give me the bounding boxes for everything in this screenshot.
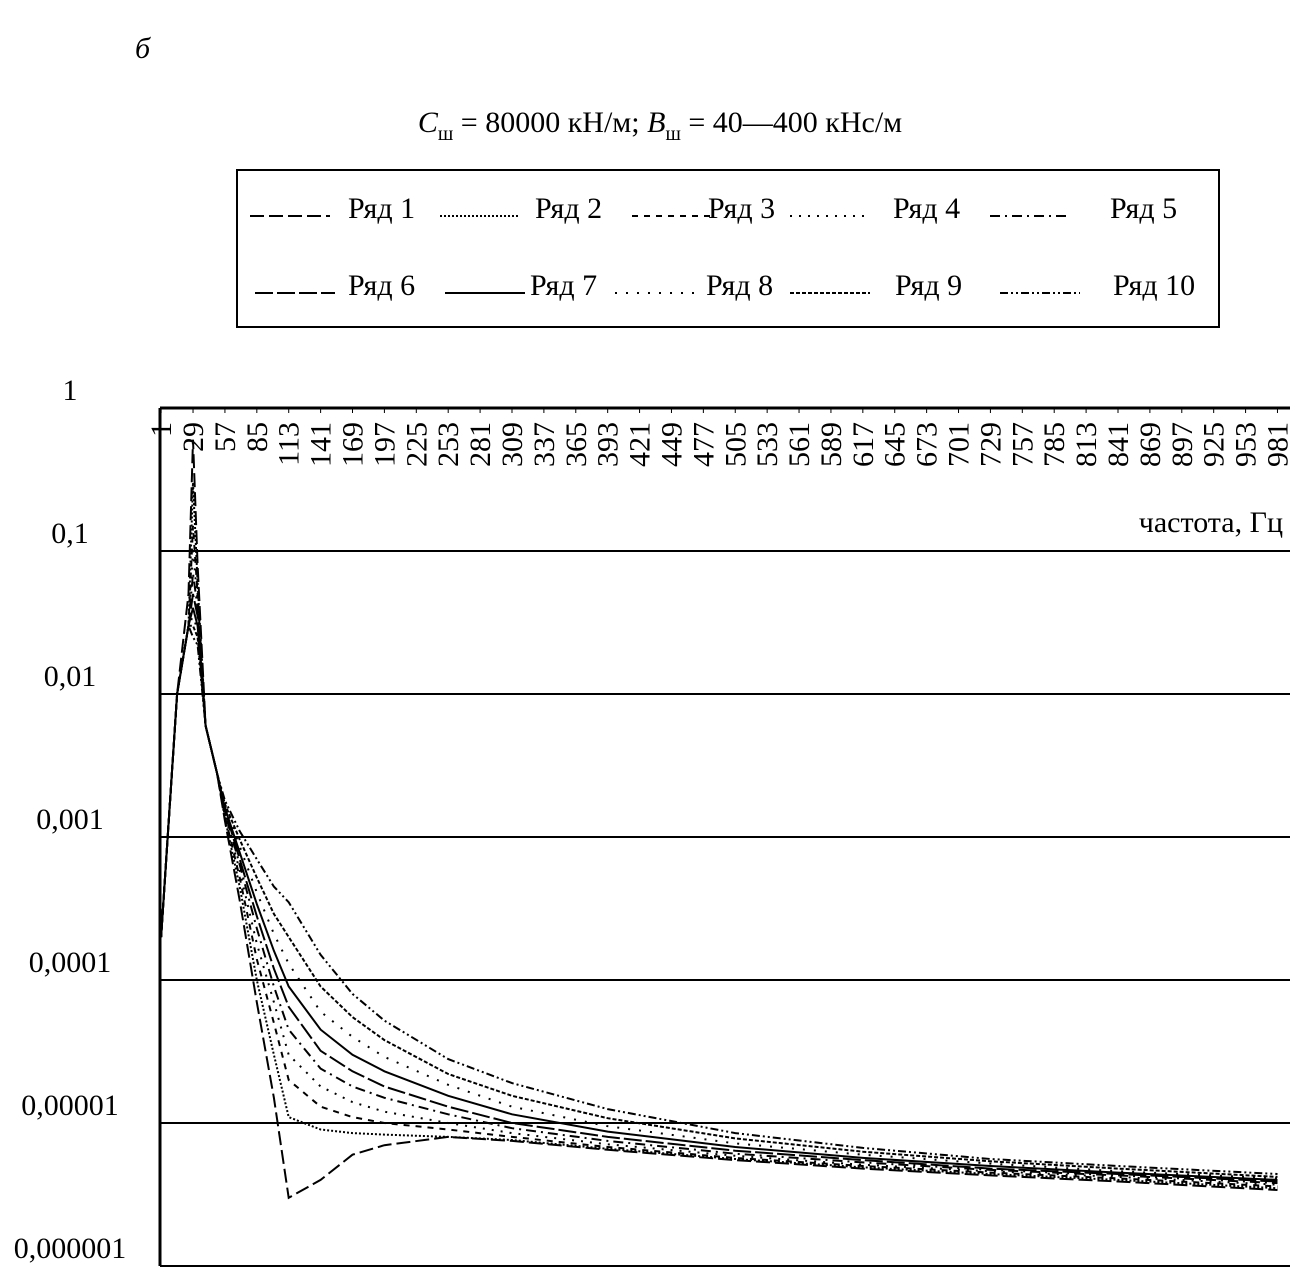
title-part: = 80000 кН/м; (453, 106, 647, 139)
x-tick-label: 309 (496, 422, 529, 467)
x-tick-label: 1 (145, 422, 178, 437)
x-tick-label: 785 (1038, 422, 1071, 467)
legend-label: Ряд 8 (706, 269, 773, 302)
series-line (160, 525, 1278, 1188)
series-line (160, 482, 1278, 1190)
x-tick-label: 757 (1006, 422, 1039, 467)
series-line (160, 607, 1278, 1181)
legend-label: Ряд 5 (1110, 192, 1177, 225)
x-tick-label: 505 (719, 422, 752, 467)
legend-box (236, 169, 1220, 328)
x-tick-label: 729 (974, 422, 1007, 467)
y-tick-label: 0,000001 (14, 1232, 127, 1265)
series-line (160, 573, 1278, 1185)
x-tick-label: 589 (815, 422, 848, 467)
x-tick-label: 197 (368, 422, 401, 467)
x-tick-label: 981 (1261, 422, 1294, 467)
x-tick-label: 169 (337, 422, 370, 467)
series-line (160, 593, 1278, 1183)
x-tick-label: 617 (847, 422, 880, 467)
legend-label: Ряд 1 (348, 192, 415, 225)
series-line (160, 439, 1278, 1200)
series-line (160, 550, 1278, 1186)
panel-label: б (135, 32, 151, 65)
x-tick-label: 701 (943, 422, 976, 467)
x-tick-label: 897 (1166, 422, 1199, 467)
series-line (160, 624, 1278, 1178)
x-tick-label: 337 (528, 422, 561, 467)
y-tick-label: 0,001 (36, 803, 104, 836)
legend-label: Ряд 3 (708, 192, 775, 225)
legend-label: Ряд 10 (1113, 269, 1195, 302)
title-part: ш (665, 123, 681, 145)
x-tick-label: 281 (464, 422, 497, 467)
title-part: B (647, 106, 665, 139)
x-tick-label: 225 (400, 422, 433, 467)
x-tick-label: 113 (273, 422, 306, 466)
x-tick-label: 141 (305, 422, 338, 467)
x-tick-label: 869 (1134, 422, 1167, 467)
legend-label: Ряд 4 (893, 192, 960, 225)
x-axis-label: частота, Гц (1139, 506, 1283, 539)
x-tick-label: 561 (783, 422, 816, 467)
x-tick-label: 85 (241, 422, 274, 452)
x-tick-label: 393 (592, 422, 625, 467)
legend-label: Ряд 6 (348, 269, 415, 302)
x-tick-label: 813 (1070, 422, 1103, 467)
legend-label: Ряд 9 (895, 269, 962, 302)
y-tick-label: 1 (63, 374, 78, 407)
y-tick-label: 0,1 (51, 517, 89, 550)
x-tick-label: 953 (1230, 422, 1263, 467)
x-tick-label: 645 (879, 422, 912, 467)
x-tick-label: 421 (624, 422, 657, 467)
series-line (160, 613, 1278, 1180)
x-tick-label: 253 (432, 422, 465, 467)
title-part: = 40—400 кНс/м (681, 106, 902, 139)
legend-label: Ряд 2 (535, 192, 602, 225)
y-tick-label: 0,0001 (29, 946, 112, 979)
series-line (160, 622, 1278, 1175)
x-tick-label: 673 (911, 422, 944, 467)
title-part: ш (438, 123, 454, 145)
x-tick-label: 533 (751, 422, 784, 467)
legend-label: Ряд 7 (530, 269, 597, 302)
x-tick-label: 841 (1102, 422, 1135, 467)
y-tick-label: 0,01 (44, 660, 97, 693)
x-tick-label: 449 (655, 422, 688, 467)
x-tick-label: 365 (560, 422, 593, 467)
title-part: C (418, 106, 439, 139)
chart-title: Cш = 80000 кН/м; Bш = 40—400 кНс/м (418, 106, 902, 145)
x-tick-label: 477 (687, 422, 720, 467)
y-tick-label: 0,00001 (21, 1089, 119, 1122)
x-tick-label: 925 (1198, 422, 1231, 467)
x-tick-label: 57 (209, 422, 242, 452)
